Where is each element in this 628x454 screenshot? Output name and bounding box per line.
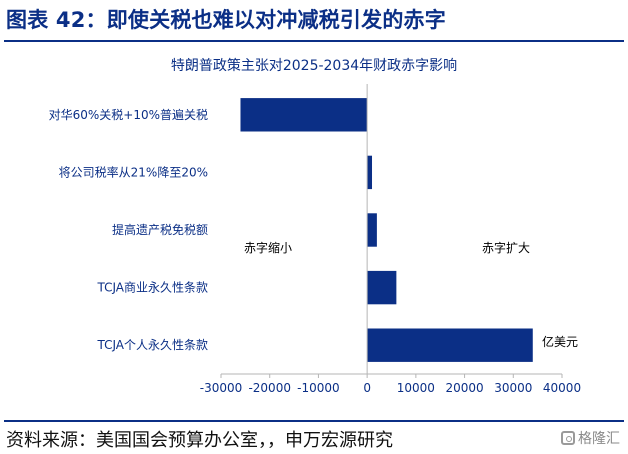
category-label: TCJA个人永久性条款 bbox=[96, 338, 208, 352]
category-label: 对华60%关税+10%普遍关税 bbox=[49, 108, 208, 122]
category-label: TCJA商业永久性条款 bbox=[96, 280, 208, 295]
chart-title: 特朗普政策主张对2025-2034年财政赤字影响 bbox=[171, 57, 457, 74]
annotation-left: 赤字缩小 bbox=[244, 240, 292, 255]
figure-title: 图表 42：即使关税也难以对冲减税引发的赤字 bbox=[6, 8, 446, 32]
bar-chart: 特朗普政策主张对2025-2034年财政赤字影响对华60%关税+10%普遍关税将… bbox=[49, 57, 582, 395]
report-footer: 资料来源：美国国会预算办公室，，申万宏源研究 格隆汇 bbox=[0, 420, 628, 454]
x-tick-label: 20000 bbox=[445, 381, 483, 395]
source-note: 资料来源：美国国会预算办公室，，申万宏源研究 bbox=[6, 430, 393, 451]
category-label: 将公司税率从21%降至20% bbox=[59, 164, 208, 179]
category-label: 提高遗产税免税额 bbox=[112, 222, 208, 237]
x-tick-label: -30000 bbox=[200, 381, 243, 395]
bar-5 bbox=[367, 328, 533, 362]
watermark: 格隆汇 bbox=[561, 428, 620, 448]
bar-2 bbox=[367, 155, 373, 190]
watermark-text: 格隆汇 bbox=[578, 431, 620, 447]
footer-divider bbox=[4, 420, 624, 422]
x-tick-label: 30000 bbox=[494, 381, 532, 395]
unit-label: 亿美元 bbox=[542, 334, 578, 349]
x-tick-label: -20000 bbox=[248, 381, 291, 395]
annotation-right: 赤字扩大 bbox=[482, 240, 530, 255]
bar-4 bbox=[367, 270, 397, 305]
x-tick-label: 10000 bbox=[397, 381, 435, 395]
bar-3 bbox=[367, 213, 377, 247]
x-tick-label: 40000 bbox=[543, 381, 581, 395]
header-divider bbox=[4, 40, 624, 42]
x-tick-label: -10000 bbox=[297, 381, 340, 395]
report-header: 图表 42：即使关税也难以对冲减税引发的赤字 bbox=[0, 0, 628, 44]
watermark-logo-icon bbox=[561, 431, 575, 445]
bar-1 bbox=[240, 98, 368, 132]
x-tick-label: 0 bbox=[363, 381, 371, 395]
